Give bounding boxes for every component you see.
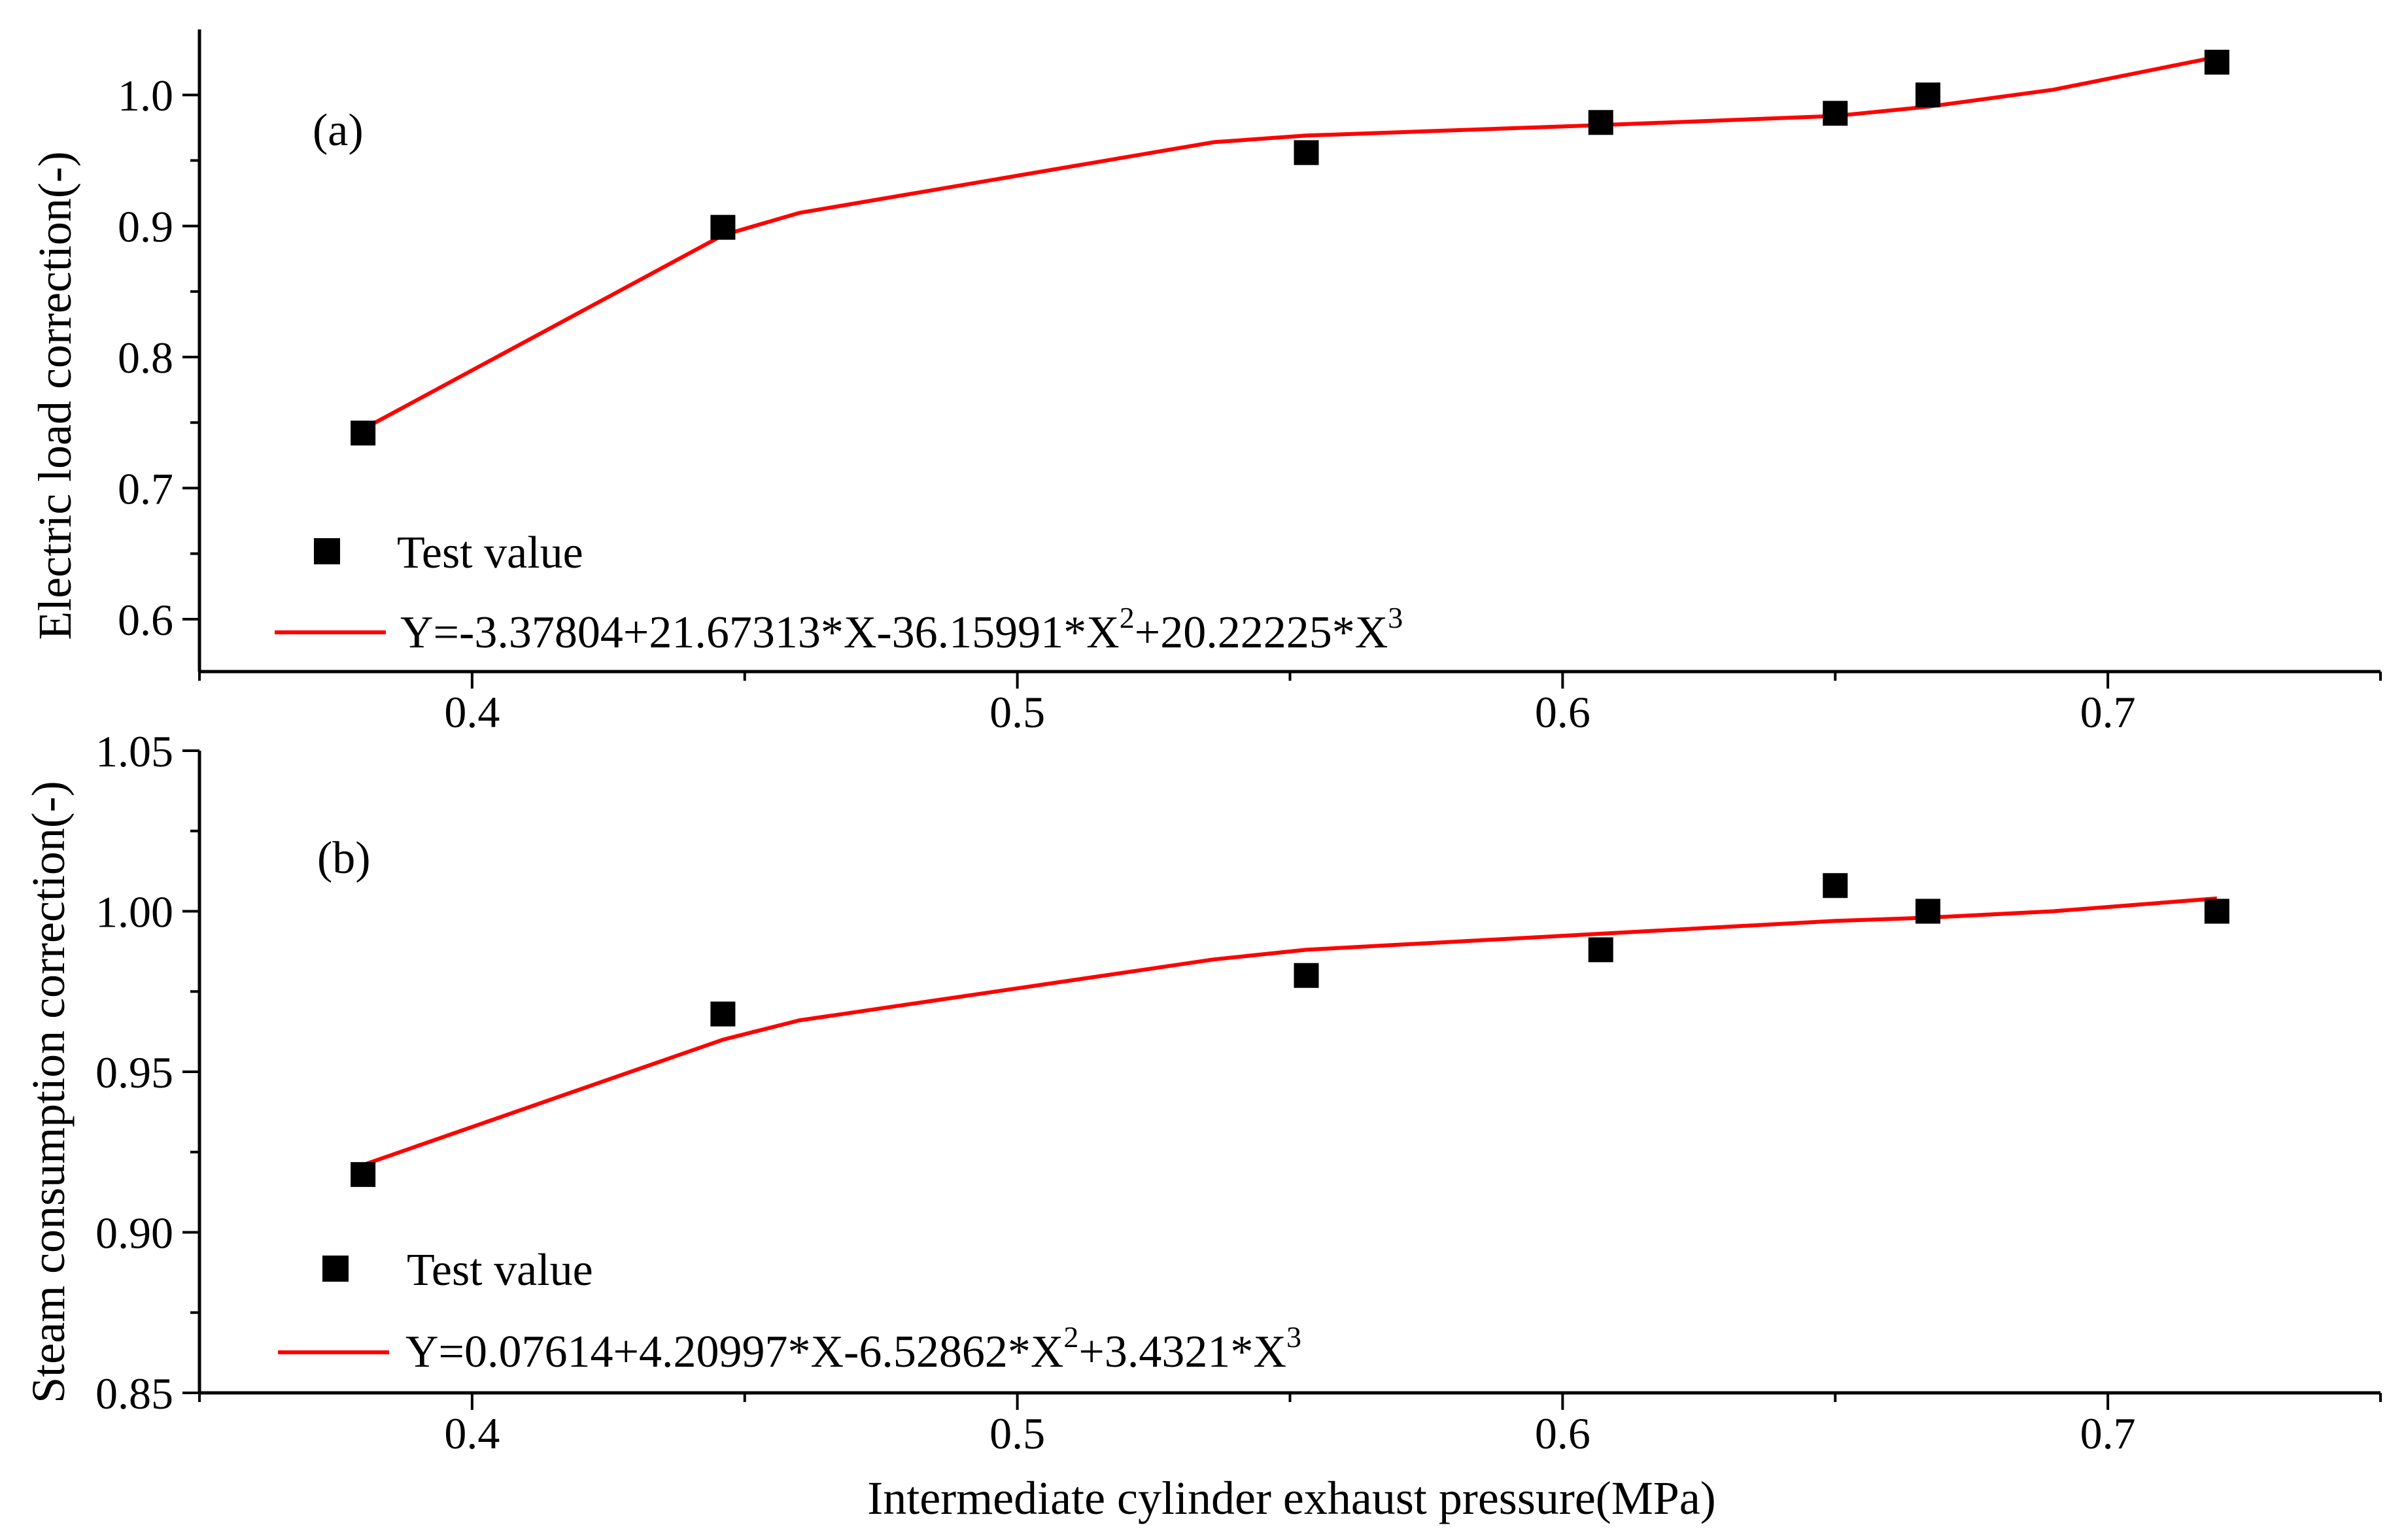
legend-fit-part-1: Y=0.07614+4.20997*X-6.52862*X <box>405 1327 1063 1377</box>
legend-label-fit: Y=0.07614+4.20997*X-6.52862*X2+3.4321*X3 <box>405 1320 1301 1377</box>
test-value-point <box>1588 110 1613 135</box>
panel-a-label: (a) <box>313 105 364 156</box>
panel-b-points-layer <box>351 873 2229 1188</box>
panel-a-legend: Test value Y=-3.37804+21.67313*X-36.1599… <box>275 528 1403 658</box>
panel-a-axes: 0.6 0.7 0.8 0.9 1.0 0.4 0.5 0.6 0.7 <box>118 29 2382 737</box>
panel-b-y-axis-title: Steam consumption correction(-) <box>22 781 75 1403</box>
x-tick-label: 0.6 <box>1535 1409 1590 1458</box>
x-tick-label: 0.7 <box>2080 687 2136 737</box>
y-tick-label: 0.8 <box>118 333 173 383</box>
y-tick-label: 0.6 <box>118 595 173 645</box>
legend-label-fit: Y=-3.37804+21.67313*X-36.15991*X2+20.222… <box>400 601 1403 658</box>
fit-curve-line <box>362 896 2218 1167</box>
panel-b-label: (b) <box>317 833 371 883</box>
legend-fit-part-2: +20.22225*X <box>1135 607 1388 658</box>
x-tick-label: 0.5 <box>989 1409 1045 1458</box>
y-tick-label: 0.85 <box>95 1369 173 1418</box>
x-axis-title: Intermediate cylinder exhaust pressure(M… <box>867 1472 1716 1524</box>
legend-label-test-value: Test value <box>397 528 583 578</box>
panel-a-fit-line-layer <box>362 55 2218 431</box>
x-tick-label: 0.7 <box>2080 1409 2136 1458</box>
test-value-point <box>351 1162 376 1188</box>
y-tick-label: 0.9 <box>118 202 173 252</box>
x-tick-label: 0.4 <box>444 687 500 737</box>
legend-marker-test-value <box>322 1256 349 1282</box>
test-value-point <box>1294 140 1319 165</box>
test-value-point <box>1588 937 1613 963</box>
x-tick-label: 0.6 <box>1535 687 1590 737</box>
x-tick-label: 0.4 <box>444 1409 500 1458</box>
fit-curve-line <box>362 55 2218 431</box>
legend-fit-part-1: Y=-3.37804+21.67313*X-36.15991*X <box>400 607 1120 658</box>
panel-b: 0.85 0.90 0.95 1.00 1.05 0.4 0.5 0.6 0.7 (b) Ste… <box>22 727 2382 1524</box>
test-value-point <box>1294 963 1319 988</box>
panel-b-legend: Test value Y=0.07614+4.20997*X-6.52862*X… <box>278 1245 1301 1377</box>
y-tick-label: 1.0 <box>118 71 173 120</box>
panel-a: 0.6 0.7 0.8 0.9 1.0 0.4 0.5 0.6 0.7 (a) Electric… <box>29 29 2382 737</box>
panel-a-points-layer <box>351 50 2229 446</box>
legend-fit-exp-1: 2 <box>1120 601 1135 634</box>
y-tick-label: 0.7 <box>118 464 173 513</box>
y-tick-label: 1.00 <box>95 887 173 937</box>
legend-fit-part-2: +3.4321*X <box>1078 1327 1286 1377</box>
test-value-point <box>710 214 736 240</box>
legend-fit-exp-2: 3 <box>1286 1320 1301 1354</box>
test-value-point <box>1823 873 1848 898</box>
test-value-point <box>1915 82 1940 108</box>
y-tick-label: 0.90 <box>95 1208 173 1258</box>
test-value-point <box>1915 898 1940 924</box>
test-value-point <box>351 420 376 446</box>
panel-b-axes: 0.85 0.90 0.95 1.00 1.05 0.4 0.5 0.6 0.7 <box>95 727 2382 1458</box>
legend-label-test-value: Test value <box>407 1245 593 1295</box>
y-tick-label: 0.95 <box>95 1048 173 1097</box>
panel-b-fit-line-layer <box>362 896 2218 1167</box>
legend-fit-exp-2: 3 <box>1388 601 1403 634</box>
panel-a-y-axis-title: Electric load correction(-) <box>29 151 81 640</box>
y-tick-label: 1.05 <box>95 727 173 776</box>
test-value-point <box>710 1001 736 1027</box>
x-tick-label: 0.5 <box>989 687 1045 737</box>
legend-marker-test-value <box>314 538 340 564</box>
test-value-point <box>2204 50 2229 75</box>
legend-fit-exp-1: 2 <box>1063 1320 1078 1354</box>
test-value-point <box>1823 101 1848 126</box>
test-value-point <box>2204 898 2229 924</box>
